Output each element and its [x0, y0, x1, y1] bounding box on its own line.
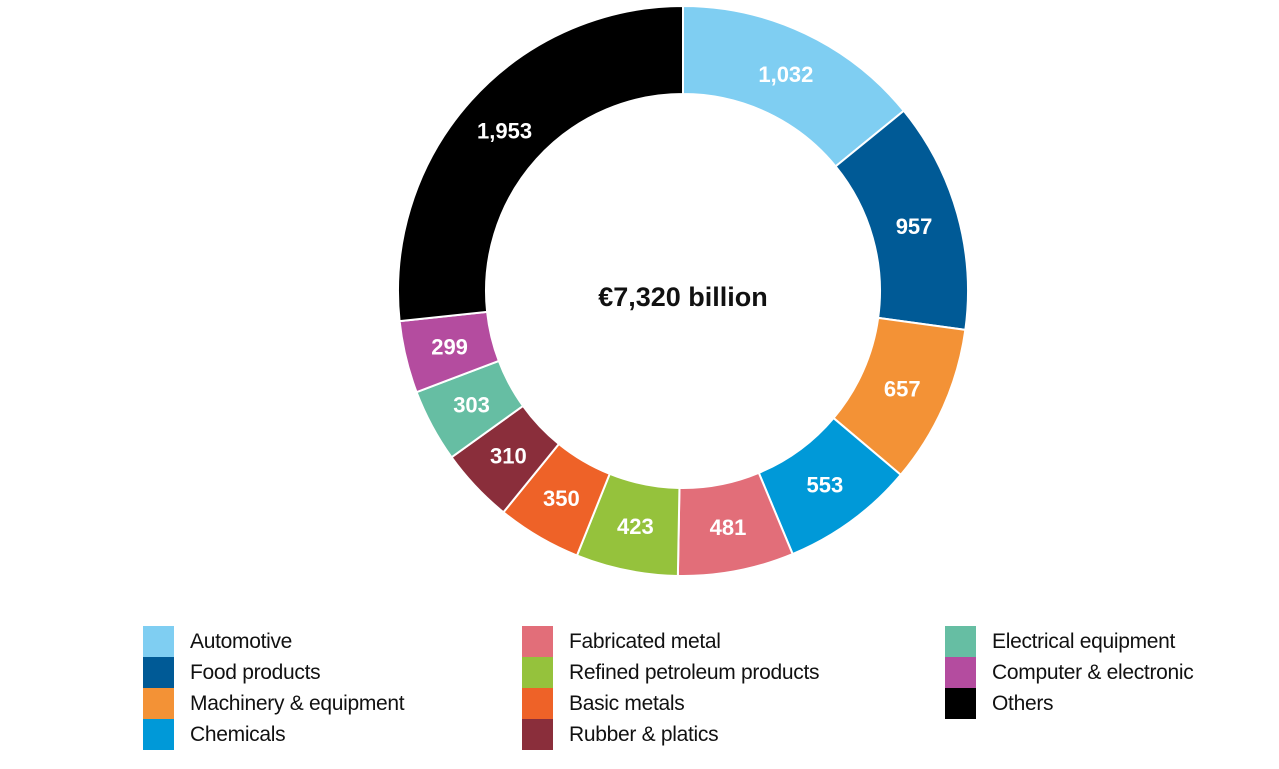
data-label: 657: [884, 377, 921, 402]
legend-swatch: [945, 626, 976, 657]
data-label: 957: [896, 214, 933, 239]
data-label: 1,032: [758, 62, 813, 87]
legend-swatch: [522, 626, 553, 657]
slice-others: [397, 4, 684, 323]
legend-swatch: [522, 688, 553, 719]
legend-label: Electrical equipment: [992, 630, 1176, 653]
legend-label: Basic metals: [569, 692, 685, 715]
legend-label: Food products: [190, 661, 321, 684]
data-label: 1,953: [477, 119, 532, 144]
legend-label: Chemicals: [190, 723, 286, 746]
legend-swatch: [945, 657, 976, 688]
legend-swatch: [522, 719, 553, 750]
legend-label: Others: [992, 692, 1054, 715]
data-label: 310: [490, 444, 527, 469]
legend-swatch: [143, 657, 174, 688]
legend-label: Machinery & equipment: [190, 692, 405, 715]
legend-label: Automotive: [190, 630, 293, 653]
legend-label: Computer & electronic: [992, 661, 1194, 684]
legend-swatch: [143, 719, 174, 750]
legend-label: Refined petroleum products: [569, 661, 820, 684]
legend-swatch: [143, 626, 174, 657]
donut-chart: 1,032 957 657 553 481 423 350 310 303 299 1,953 €7…: [397, 4, 969, 577]
legend-label: Fabricated metal: [569, 630, 721, 653]
data-label: 423: [617, 514, 654, 539]
data-label: 303: [453, 393, 490, 418]
data-label: 481: [710, 515, 747, 540]
data-label: 299: [431, 335, 468, 360]
legend-swatch: [143, 688, 174, 719]
center-total-label: €7,320 billion: [598, 282, 768, 312]
legend-swatch: [522, 657, 553, 688]
legend-label: Rubber & platics: [569, 723, 719, 746]
data-label: 553: [806, 473, 843, 498]
legend-swatch: [945, 688, 976, 719]
data-label: 350: [543, 486, 580, 511]
